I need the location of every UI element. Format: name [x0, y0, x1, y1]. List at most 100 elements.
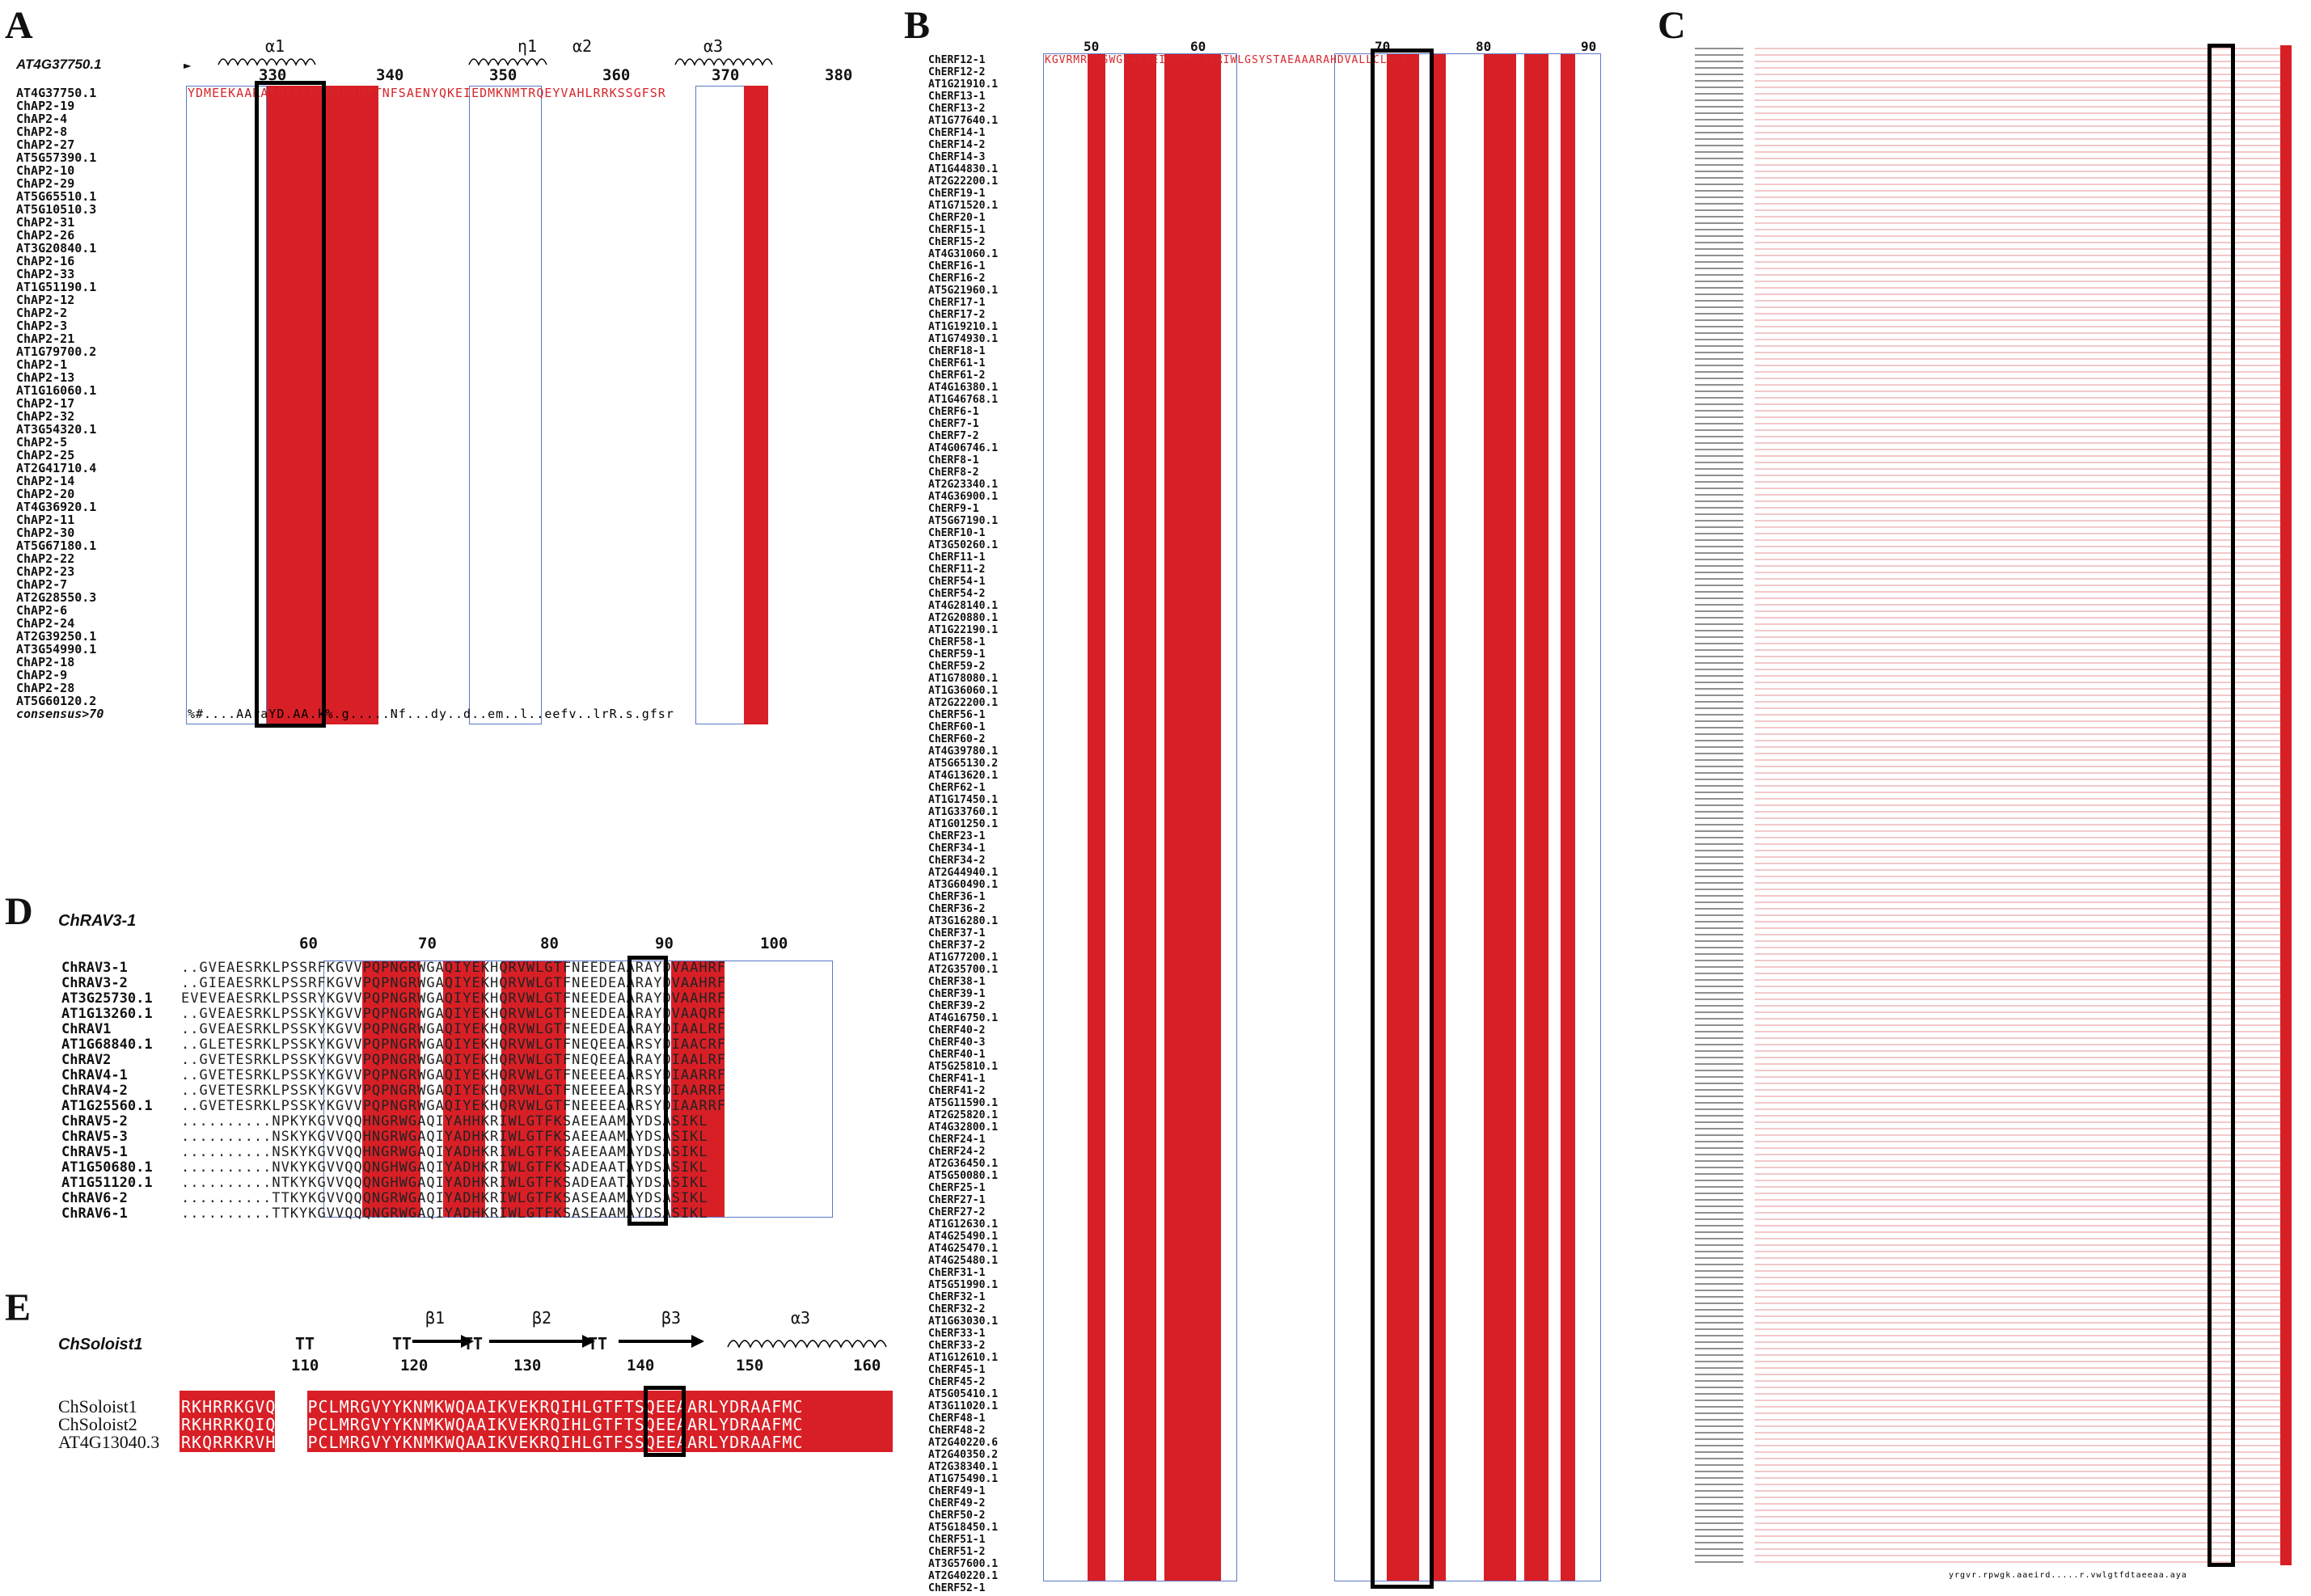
sequence-name: AT5G67190.1 — [928, 515, 999, 527]
sequence-name: ChERF34-1 — [928, 842, 986, 855]
ruler-tick: 90 — [1581, 39, 1597, 54]
sequence-name: AT3G16280.1 — [928, 915, 999, 927]
sequence-name: AT1G16060.1 — [16, 383, 97, 398]
sequence-name: ChERF18-1 — [928, 345, 986, 357]
panel-c-alignment — [1755, 45, 2288, 1565]
turn-label-tt: TT — [588, 1334, 608, 1353]
sequence-name: ChERF20-1 — [928, 212, 986, 224]
sequence-residues: ..........TTKYKGVVQQQNGRWGAQIYADHKRIWLGT… — [181, 1205, 708, 1222]
sequence-name: ChERF45-2 — [928, 1376, 986, 1388]
turn-label-tt: TT — [392, 1334, 412, 1353]
alignment-row: AT1G68840.1 ..GLETESRKLPSSKYKGVVPQPNGRWG… — [61, 1037, 870, 1052]
ruler-tick: 90 — [655, 935, 674, 952]
sequence-name: ChERF34-2 — [928, 855, 986, 867]
ruler-tick: 140 — [627, 1357, 655, 1374]
sequence-name: ChERF48-1 — [928, 1412, 986, 1425]
sequence-name: AT1G12630.1 — [928, 1218, 999, 1231]
sequence-name: AT2G22200.1 — [928, 175, 999, 188]
conserved-column-block — [443, 961, 485, 1218]
sequence-name: ChERF24-1 — [928, 1134, 986, 1146]
sequence-name: ChERF40-2 — [928, 1024, 986, 1037]
sequence-name: ChERF51-1 — [928, 1534, 986, 1546]
sequence-name: AT2G41710.4 — [16, 461, 97, 475]
sequence-name: ChERF24-2 — [928, 1146, 986, 1158]
sequence-name: ChAP2-27 — [16, 137, 75, 152]
sequence-residues: RKHRRKGVQNQEPCLMRGVYYKNMKWQAAIKVEKRQIHLG… — [181, 1397, 804, 1417]
panel-b-first-sequence: KGVRMR..SWGSWVSEIRAPNKQTRIWLGSYSTAEAAARA… — [1045, 54, 1416, 66]
ruler-tick: 350 — [489, 66, 518, 84]
panel-a-arrow-icon: ► — [184, 57, 192, 73]
alignment-row: ChRAV5-1 ..........NSKYKGVVQQHNGRWGAQIYA… — [61, 1145, 870, 1159]
sequence-name: ChERF9-1 — [928, 503, 979, 515]
ruler-tick: 370 — [712, 66, 740, 84]
sequence-name: ChAP2-24 — [16, 616, 75, 631]
sequence-name: ChERF27-2 — [928, 1206, 986, 1218]
sequence-name: ChERF11-1 — [928, 551, 986, 564]
sequence-name: AT1G75490.1 — [928, 1473, 999, 1485]
sequence-name: ChAP2-21 — [16, 331, 75, 346]
sequence-name: ChERF50-2 — [928, 1509, 986, 1522]
sequence-name: AT5G60120.2 — [16, 694, 97, 708]
sequence-name: AT4G25490.1 — [928, 1231, 999, 1243]
sequence-name: AT1G22190.1 — [928, 624, 999, 636]
sequence-name: ChAP2-14 — [16, 474, 75, 488]
conserved-column-block — [671, 961, 725, 1218]
sequence-name: ChERF36-1 — [928, 891, 986, 903]
sequence-name: ChERF59-2 — [928, 661, 986, 673]
sequence-name: ChERF7-2 — [928, 430, 979, 442]
sequence-residues: ..........NVKYKGVVQQQNGHWGAQIYADHKRIWLGT… — [181, 1159, 708, 1176]
ss-label-n1: η1 — [518, 36, 538, 56]
conserved-column-block — [1387, 53, 1419, 1581]
ss-label-b2: β2 — [532, 1308, 552, 1328]
sequence-name: ChAP2-29 — [16, 176, 75, 191]
sequence-name: ChRAV4-1 — [61, 1067, 128, 1083]
sequence-name: AT2G44940.1 — [928, 867, 999, 879]
sequence-name: ChAP2-12 — [16, 293, 75, 307]
sequence-name: AT5G65130.2 — [928, 758, 999, 770]
sequence-name: AT5G51990.1 — [928, 1279, 999, 1291]
sequence-name: AT1G74930.1 — [928, 333, 999, 345]
panel-d-motif-box — [627, 956, 668, 1226]
sequence-residues: ..........NSKYKGVVQQHNGRWGAQIYADHKRIWLGT… — [181, 1129, 708, 1145]
sequence-name: ChRAV6-2 — [61, 1190, 128, 1206]
ruler-tick: 100 — [760, 935, 788, 952]
ss-label-a3: α3 — [703, 36, 724, 56]
panel-e-reference-name: ChSoloist1 — [58, 1336, 143, 1353]
sequence-name: ChERF45-1 — [928, 1364, 986, 1376]
sequence-name: ChAP2-11 — [16, 513, 75, 527]
sequence-residues: ..........NTKYKGVVQQQNGHWGAQIYADHKRIWLGT… — [181, 1175, 708, 1191]
sequence-name: AT4G37750.1 — [16, 86, 97, 100]
sequence-name: ChERF56-1 — [928, 709, 986, 721]
ruler-tick: 340 — [376, 66, 404, 84]
sequence-name: ChERF60-1 — [928, 721, 986, 733]
alignment-row: ChRAV2 ..GVETESRKLPSSKYKGVVPQPNGRWGAQIYE… — [61, 1053, 870, 1067]
ruler-tick: 50 — [1084, 39, 1100, 54]
sequence-name: AT1G79700.2 — [16, 344, 97, 359]
alignment-row: ChRAV6-1 ..........TTKYKGVVQQQNGRWGAQIYA… — [61, 1206, 870, 1221]
sequence-name: ChAP2-26 — [16, 228, 75, 243]
conserved-column-block — [1164, 53, 1221, 1581]
similarity-frame — [1334, 53, 1601, 1581]
alignment-row: AT1G13260.1 ..GVEAESRKLPSSKYKGVVPQPNGRWG… — [61, 1007, 870, 1021]
sequence-name: ChERF39-2 — [928, 1000, 986, 1012]
sequence-name: AT3G20840.1 — [16, 241, 97, 255]
sequence-name: ChERF54-2 — [928, 588, 986, 600]
sequence-name: ChRAV5-2 — [61, 1113, 128, 1129]
sequence-name: AT4G06746.1 — [928, 442, 999, 454]
panel-e-label: E — [5, 1286, 32, 1329]
alignment-row: ChSoloist1 RKHRRKGVQNQEPCLMRGVYYKNMKWQAA… — [58, 1397, 899, 1417]
sequence-name: ChERF37-1 — [928, 927, 986, 939]
sequence-name: ChAP2-10 — [16, 163, 75, 178]
sequence-name: ChERF13-1 — [928, 91, 986, 103]
sequence-name: ChERF10-1 — [928, 527, 986, 539]
sequence-name: ChERF49-1 — [928, 1485, 986, 1497]
sequence-residues: RKQRRKRVHNQEPCLMRGVYYKNMKWQAAIKVEKRQIHLG… — [181, 1433, 804, 1452]
sequence-name: AT2G22200.1 — [928, 697, 999, 709]
panel-e-motif-box — [644, 1386, 686, 1457]
sequence-name: ChERF7-1 — [928, 418, 979, 430]
panel-d-label: D — [5, 890, 33, 933]
sequence-name: AT4G39780.1 — [928, 745, 999, 758]
ruler-tick: 80 — [540, 935, 559, 952]
sequence-residues: ..........TTKYKGVVQQQNGRWGAQIYADHKRIWLGT… — [181, 1190, 708, 1206]
sequence-name: ChAP2-9 — [16, 668, 68, 682]
